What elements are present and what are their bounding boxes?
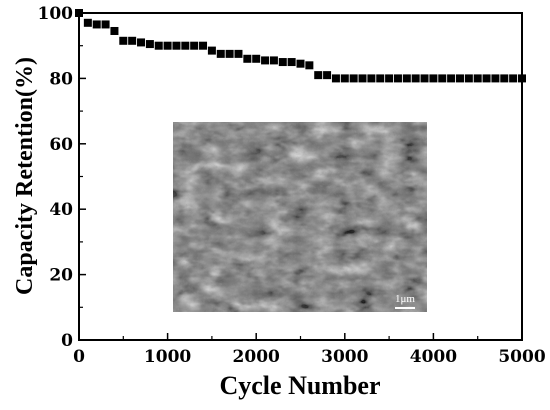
data-point — [207, 46, 216, 55]
y-tick-label: 100 — [38, 4, 74, 24]
data-point — [473, 74, 482, 83]
data-point — [402, 74, 411, 83]
data-point — [358, 74, 367, 83]
y-tick-label: 20 — [49, 266, 73, 286]
data-point — [349, 74, 358, 83]
data-point — [181, 41, 190, 50]
data-point — [482, 74, 491, 83]
data-point — [110, 26, 119, 35]
data-point — [464, 74, 473, 83]
data-point — [314, 71, 323, 80]
sem-scale-bar — [395, 307, 415, 309]
data-point — [393, 74, 402, 83]
y-tick-label: 80 — [49, 69, 73, 89]
data-point — [287, 58, 296, 67]
data-point — [83, 18, 92, 27]
x-tick-label: 0 — [73, 347, 85, 367]
data-point — [296, 59, 305, 68]
data-point — [305, 61, 314, 70]
data-point — [411, 74, 420, 83]
data-point — [420, 74, 429, 83]
data-point — [216, 49, 225, 58]
sem-inset: 1μm — [173, 122, 427, 312]
x-tick-label: 4000 — [410, 347, 457, 367]
data-point — [145, 40, 154, 49]
data-point — [234, 49, 243, 58]
sem-scale-bar-label: 1μm — [395, 293, 415, 305]
data-point — [509, 74, 518, 83]
x-tick-label: 1000 — [144, 347, 191, 367]
data-point — [199, 41, 208, 50]
y-tick-label: 0 — [61, 331, 73, 351]
data-point — [447, 74, 456, 83]
data-point — [278, 58, 287, 67]
data-point — [491, 74, 500, 83]
data-point — [367, 74, 376, 83]
data-point — [137, 38, 146, 47]
data-point — [261, 56, 270, 65]
data-point — [172, 41, 181, 50]
x-tick-label: 5000 — [498, 347, 545, 367]
data-series — [75, 9, 526, 83]
data-point — [101, 20, 110, 29]
data-point — [323, 71, 332, 80]
x-axis-title: Cycle Number — [219, 371, 380, 400]
data-point — [252, 54, 261, 63]
data-point — [438, 74, 447, 83]
y-axis-title: Capacity Retention(%) — [12, 57, 38, 295]
data-point — [340, 74, 349, 83]
data-point — [243, 54, 252, 63]
data-point — [500, 74, 509, 83]
axis-tick-labels: 0 1000 2000 3000 4000 5000 0 20 40 60 80 100 — [38, 4, 546, 367]
sem-inset-grain — [173, 122, 427, 312]
data-point — [385, 74, 394, 83]
data-point — [128, 36, 137, 45]
plot-frame — [78, 12, 523, 341]
data-point — [376, 74, 385, 83]
y-tick-label: 60 — [49, 135, 73, 155]
data-point — [225, 49, 234, 58]
data-point — [92, 20, 101, 29]
data-point — [154, 41, 163, 50]
data-point — [455, 74, 464, 83]
x-tick-label: 3000 — [321, 347, 368, 367]
data-point — [163, 41, 172, 50]
y-tick-label: 40 — [49, 200, 73, 220]
data-point — [429, 74, 438, 83]
data-point — [119, 36, 128, 45]
data-point — [269, 56, 278, 65]
data-point — [331, 74, 340, 83]
x-tick-label: 2000 — [233, 347, 280, 367]
data-point — [190, 41, 199, 50]
